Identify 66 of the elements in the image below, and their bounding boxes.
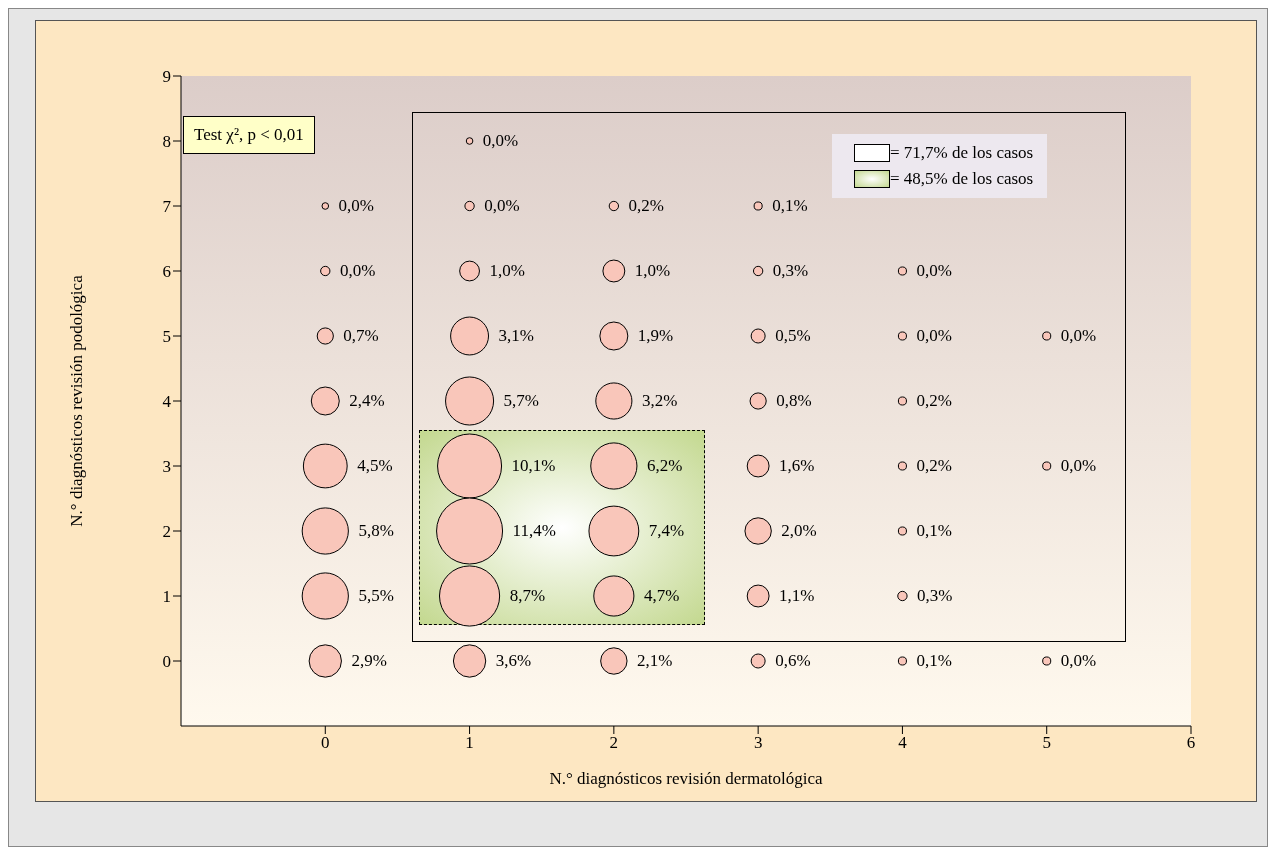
annotation: 3,2% [641, 390, 678, 412]
annotation: 0,0% [916, 325, 952, 347]
annotation: 0,2% [916, 390, 952, 412]
annotation: = 71,7% de los casos [890, 142, 1034, 164]
y-tick-label: 0 [162, 652, 171, 672]
x-tick-label: 1 [465, 733, 474, 753]
annotation: 0,0% [916, 260, 952, 282]
annotation: 2,4% [349, 390, 385, 412]
annotation: 7,4% [648, 520, 685, 542]
annotation: 8,7% [509, 585, 546, 607]
annotation: 1,0% [489, 260, 525, 282]
x-tick-label: 4 [898, 733, 908, 753]
annotation: 2,1% [637, 650, 673, 672]
x-tick-label: 0 [321, 733, 330, 753]
annotation: 0,0% [1060, 455, 1097, 477]
annotation: 0,0% [1060, 325, 1097, 347]
annotation: 3,6% [495, 650, 532, 672]
annotation: 1,0% [634, 260, 671, 282]
annotation: 0,2% [628, 195, 664, 217]
annotation: 2,9% [351, 650, 387, 672]
annotation: 0,0% [482, 130, 519, 152]
annotation: 5,5% [358, 585, 394, 607]
annotation: 11,4% [512, 520, 556, 542]
y-tick-label: 3 [162, 457, 171, 477]
y-tick-label: 4 [162, 392, 172, 412]
annotation: 0,7% [343, 325, 379, 347]
x-tick-label: 5 [1042, 733, 1051, 753]
y-tick-label: 9 [162, 67, 171, 87]
annotation: 1,9% [637, 325, 674, 347]
annotation: 0,5% [775, 325, 811, 347]
annotation: 1,1% [779, 585, 815, 607]
x-tick-label: 2 [609, 733, 619, 753]
y-tick-label: 5 [162, 327, 171, 347]
y-tick-label: 2 [162, 522, 171, 542]
annotation: 0,1% [916, 650, 952, 672]
annotation: 2,0% [781, 520, 817, 542]
annotation: 0,6% [775, 650, 811, 672]
annotation: 0,3% [772, 260, 809, 282]
annotation: 5,7% [503, 390, 540, 412]
y-tick-label: 8 [162, 132, 171, 152]
annotation: 0,0% [339, 260, 376, 282]
annotation: 0,0% [484, 195, 520, 217]
x-tick-label: 6 [1186, 733, 1196, 753]
annotation: 0,8% [776, 390, 812, 412]
annotation: = 48,5% de los casos [890, 168, 1034, 190]
annotation: 10,1% [511, 455, 556, 477]
annotation: 0,1% [772, 195, 808, 217]
annotation: 0,0% [1060, 650, 1097, 672]
annotation: 0,2% [916, 455, 952, 477]
y-axis-title: N.° diagnósticos revisión podológica [67, 274, 87, 527]
annotation: 4,7% [643, 585, 680, 607]
annotation: 4,5% [357, 455, 393, 477]
y-tick-label: 1 [162, 587, 171, 607]
annotation: 0,0% [338, 195, 374, 217]
annotation: 1,6% [779, 455, 815, 477]
x-tick-label: 3 [753, 733, 763, 753]
annotation: 0,3% [917, 585, 953, 607]
annotation: 6,2% [646, 455, 683, 477]
annotation: 3,1% [498, 325, 534, 347]
x-axis-title: N.° diagnósticos revisión dermatológica [549, 769, 823, 788]
y-tick-label: 6 [162, 262, 171, 282]
annotation: 5,8% [358, 520, 394, 542]
annotation: 0,1% [916, 520, 952, 542]
annotation: Test χ², p < 0,01 [183, 116, 315, 154]
key-box: = 71,7% de los casos = 48,5% de los casos [832, 134, 1048, 198]
y-tick-label: 7 [162, 197, 172, 217]
